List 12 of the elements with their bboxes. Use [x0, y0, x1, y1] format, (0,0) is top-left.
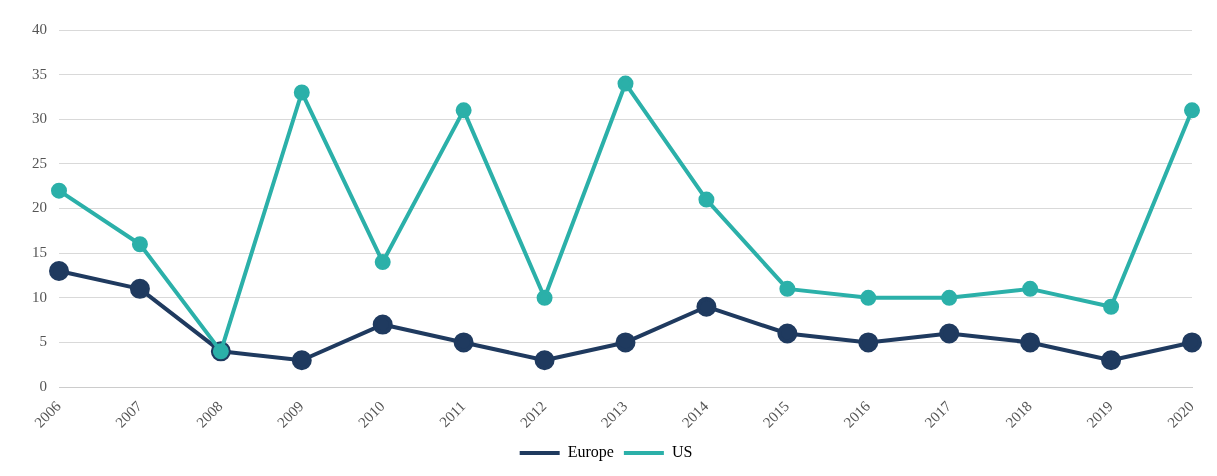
y-tick-label: 40 [32, 20, 47, 37]
x-tick-label: 2011 [436, 398, 469, 431]
legend-label: Europe [567, 443, 614, 462]
legend-label: US [671, 443, 693, 461]
y-tick-label: 5 [39, 333, 47, 350]
y-tick-label: 30 [32, 110, 47, 127]
y-tick-label: 0 [39, 378, 47, 394]
y-tick-label: 15 [32, 244, 47, 261]
y-tick-label: 25 [32, 154, 47, 171]
y-tick-label: 10 [32, 288, 47, 305]
y-tick-label: 20 [32, 199, 47, 216]
y-tick-label: 35 [32, 65, 47, 82]
